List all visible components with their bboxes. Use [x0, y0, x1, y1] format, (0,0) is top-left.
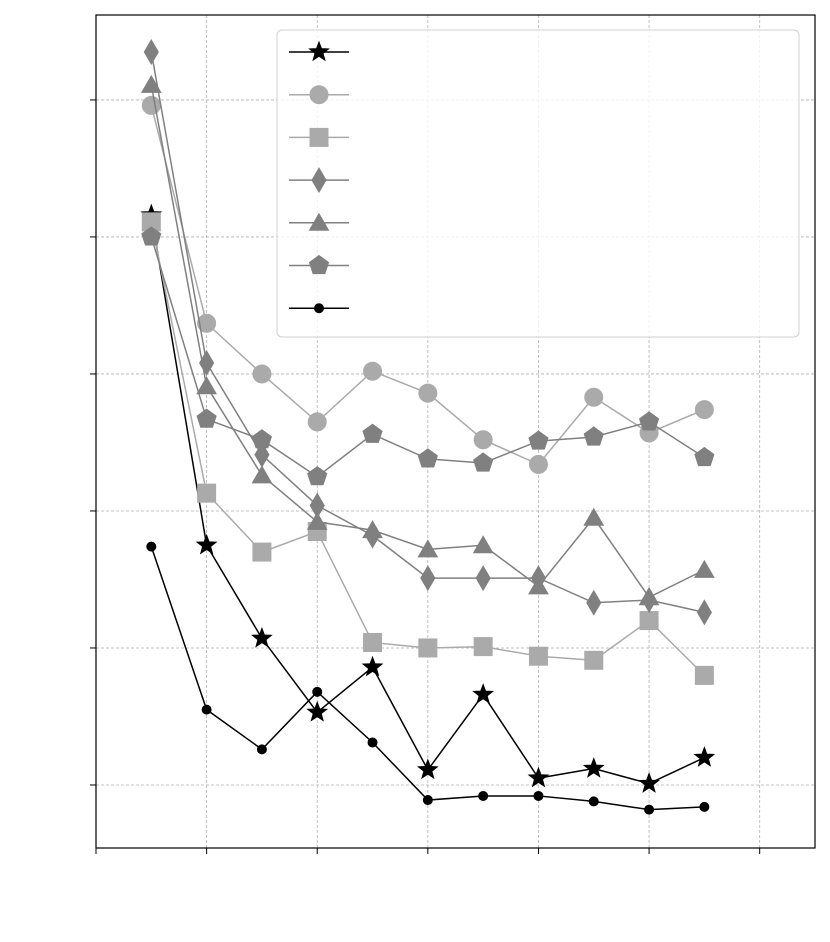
marker-triangle: [583, 507, 605, 526]
marker-star: [693, 746, 716, 767]
marker-dot: [699, 801, 710, 812]
marker-pentagon: [362, 423, 383, 443]
marker-pentagon: [473, 452, 494, 472]
legend-marker: [314, 303, 324, 314]
marker-triangle: [362, 520, 383, 539]
plot-frame: [95, 14, 816, 849]
marker-pentagon: [141, 226, 162, 246]
marker-dot: [478, 790, 489, 801]
marker-triangle: [472, 535, 494, 554]
marker-triangle: [251, 465, 273, 484]
marker-square: [363, 632, 383, 652]
marker-dot: [367, 737, 378, 748]
marker-circle: [197, 313, 217, 333]
marker-triangle: [196, 376, 218, 395]
marker-square: [197, 483, 217, 503]
legend-box: [276, 29, 800, 338]
marker-dot: [533, 790, 544, 801]
marker-star: [472, 683, 495, 704]
marker-circle: [694, 400, 714, 420]
marker-circle: [584, 387, 604, 407]
marker-triangle: [417, 539, 439, 558]
legend-marker: [308, 40, 330, 62]
marker-pentagon: [307, 466, 328, 486]
marker-pentagon: [638, 411, 660, 431]
legend-marker: [311, 167, 327, 194]
marker-square: [639, 611, 659, 631]
marker-square: [418, 638, 438, 658]
marker-triangle: [693, 559, 715, 578]
marker-circle: [307, 412, 327, 432]
marker-square: [528, 646, 548, 666]
marker-star: [361, 655, 384, 677]
marker-triangle: [638, 587, 660, 606]
marker-circle: [252, 364, 272, 384]
marker-dot: [644, 804, 655, 815]
marker-dot: [312, 686, 323, 697]
marker-dot: [256, 744, 267, 755]
marker-square: [694, 665, 714, 685]
marker-star: [638, 772, 660, 793]
marker-triangle: [528, 576, 549, 595]
marker-pentagon: [583, 426, 604, 446]
marker-diamond: [420, 565, 436, 592]
marker-pentagon: [528, 430, 549, 450]
marker-diamond: [143, 38, 159, 65]
marker-circle: [473, 430, 493, 450]
marker-circle: [363, 361, 383, 381]
marker-triangle: [140, 74, 162, 93]
marker-square: [252, 542, 272, 562]
marker-diamond: [696, 599, 712, 626]
marker-circle: [141, 95, 161, 115]
marker-triangle: [306, 511, 328, 530]
legend-marker: [309, 127, 329, 147]
marker-circle: [528, 454, 548, 474]
marker-pentagon: [694, 446, 715, 467]
marker-pentagon: [196, 408, 217, 428]
marker-square: [473, 637, 493, 657]
marker-star: [582, 757, 605, 778]
marker-star: [195, 533, 218, 555]
marker-square: [584, 650, 604, 670]
marker-diamond: [475, 565, 491, 592]
marker-dot: [201, 704, 212, 715]
marker-dot: [588, 796, 599, 807]
marker-star: [416, 758, 439, 780]
marker-diamond: [586, 589, 602, 616]
marker-pentagon: [417, 448, 438, 468]
marker-dot: [422, 795, 433, 806]
marker-dot: [146, 541, 157, 552]
marker-pentagon: [251, 429, 273, 449]
marker-star: [306, 700, 329, 722]
marker-star: [251, 626, 273, 648]
marker-star: [527, 766, 550, 788]
legend-marker: [308, 212, 330, 231]
legend-marker: [308, 254, 330, 275]
legend-marker: [309, 85, 329, 105]
marker-circle: [418, 383, 438, 403]
